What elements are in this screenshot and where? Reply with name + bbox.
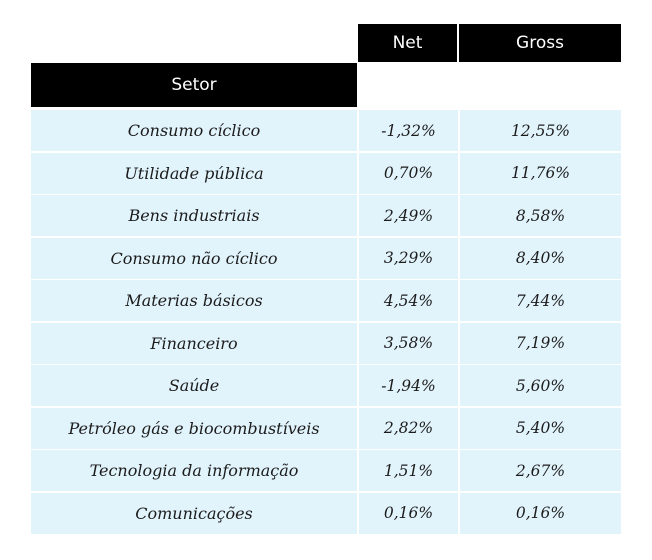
setor-cell: Materias básicos <box>31 280 357 321</box>
setor-cell: Petróleo gás e biocombustíveis <box>31 407 357 449</box>
table-row: Saúde -1,94% 5,60% <box>31 365 621 406</box>
net-cell: -1,32% <box>359 110 458 151</box>
gross-cell: 8,58% <box>460 195 621 236</box>
setor-cell: Comunicações <box>31 492 357 534</box>
gross-cell: 5,60% <box>460 365 621 406</box>
header-net: Net <box>358 24 457 62</box>
net-cell: 0,16% <box>359 492 458 534</box>
setor-cell: Consumo não cíclico <box>31 237 357 279</box>
table-row: Comunicações 0,16% 0,16% <box>31 492 621 534</box>
header-gross: Gross <box>459 24 621 62</box>
header-setor: Setor <box>31 63 357 107</box>
gross-cell: 5,40% <box>460 407 621 449</box>
setor-cell: Bens industriais <box>31 195 357 236</box>
gross-cell: 8,40% <box>460 237 621 279</box>
gross-cell: 11,76% <box>460 152 621 194</box>
net-cell: 2,82% <box>359 407 458 449</box>
table-row: Consumo cíclico -1,32% 12,55% <box>31 110 621 151</box>
table-row: Tecnologia da informação 1,51% 2,67% <box>31 450 621 491</box>
gross-cell: 0,16% <box>460 492 621 534</box>
setor-cell: Consumo cíclico <box>31 110 357 151</box>
setor-cell: Saúde <box>31 365 357 406</box>
gross-cell: 7,44% <box>460 280 621 321</box>
net-cell: 1,51% <box>359 450 458 491</box>
table-row: Bens industriais 2,49% 8,58% <box>31 195 621 236</box>
gross-cell: 2,67% <box>460 450 621 491</box>
net-cell: -1,94% <box>359 365 458 406</box>
table-row: Utilidade pública 0,70% 11,76% <box>31 152 621 194</box>
table-row: Materias básicos 4,54% 7,44% <box>31 280 621 321</box>
gross-cell: 7,19% <box>460 322 621 364</box>
net-cell: 3,58% <box>359 322 458 364</box>
table-row: Consumo não cíclico 3,29% 8,40% <box>31 237 621 279</box>
net-cell: 2,49% <box>359 195 458 236</box>
sector-table-body: Consumo cíclico -1,32% 12,55% Utilidade púb… <box>31 110 621 535</box>
net-cell: 3,29% <box>359 237 458 279</box>
setor-cell: Tecnologia da informação <box>31 450 357 491</box>
table-row: Petróleo gás e biocombustíveis 2,82% 5,40% <box>31 407 621 449</box>
setor-cell: Financeiro <box>31 322 357 364</box>
gross-cell: 12,55% <box>460 110 621 151</box>
table-row: Financeiro 3,58% 7,19% <box>31 322 621 364</box>
setor-cell: Utilidade pública <box>31 152 357 194</box>
net-cell: 4,54% <box>359 280 458 321</box>
net-cell: 0,70% <box>359 152 458 194</box>
